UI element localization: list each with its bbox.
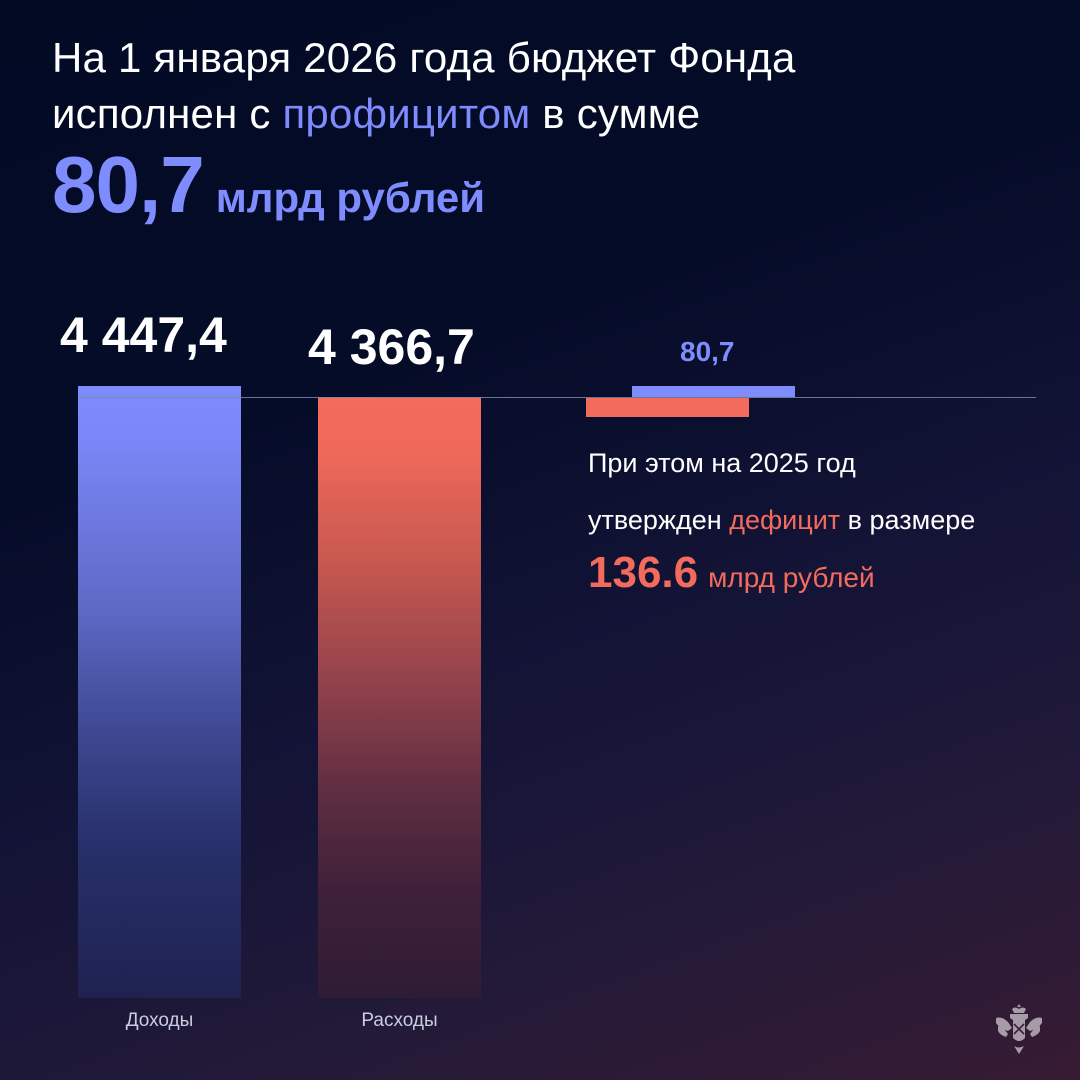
note-line-1: При этом на 2025 год [588,448,856,478]
chart-baseline [78,397,1036,398]
note-text: в размере [840,505,976,535]
surplus-amount: 80,7 млрд рублей [52,140,485,230]
income-bar [78,386,241,998]
expense-value-label: 4 366,7 [308,319,475,375]
deficit-value: 136.6 [588,548,699,597]
headline: На 1 января 2026 года бюджет Фонда испол… [52,30,1012,142]
expense-bar [318,397,481,998]
headline-line-1: На 1 января 2026 года бюджет Фонда [52,34,796,81]
deficit-word: дефицит [729,505,841,535]
category-label-income: Доходы [125,1010,194,1031]
double-headed-eagle-icon [992,1002,1046,1056]
headline-text: в сумме [530,90,701,137]
headline-line-2: исполнен с профицитом в сумме [52,86,1012,142]
note-line-2: утвержден дефицит в размере [588,505,975,536]
surplus-bar-label: 80,7 [680,336,735,367]
category-label-expense: Расходы [361,1010,438,1031]
surplus-value: 80,7 [52,140,205,229]
headline-text: исполнен с [52,90,283,137]
surplus-word: профицитом [282,90,531,137]
surplus-unit: млрд рублей [215,174,486,221]
deficit-amount: 136.6 млрд рублей [588,548,875,598]
surplus-bar [632,386,795,397]
deficit-unit: млрд рублей [708,562,875,593]
deficit-bar [586,398,749,417]
income-value-label: 4 447,4 [60,307,227,363]
note-text: утвержден [588,505,730,535]
